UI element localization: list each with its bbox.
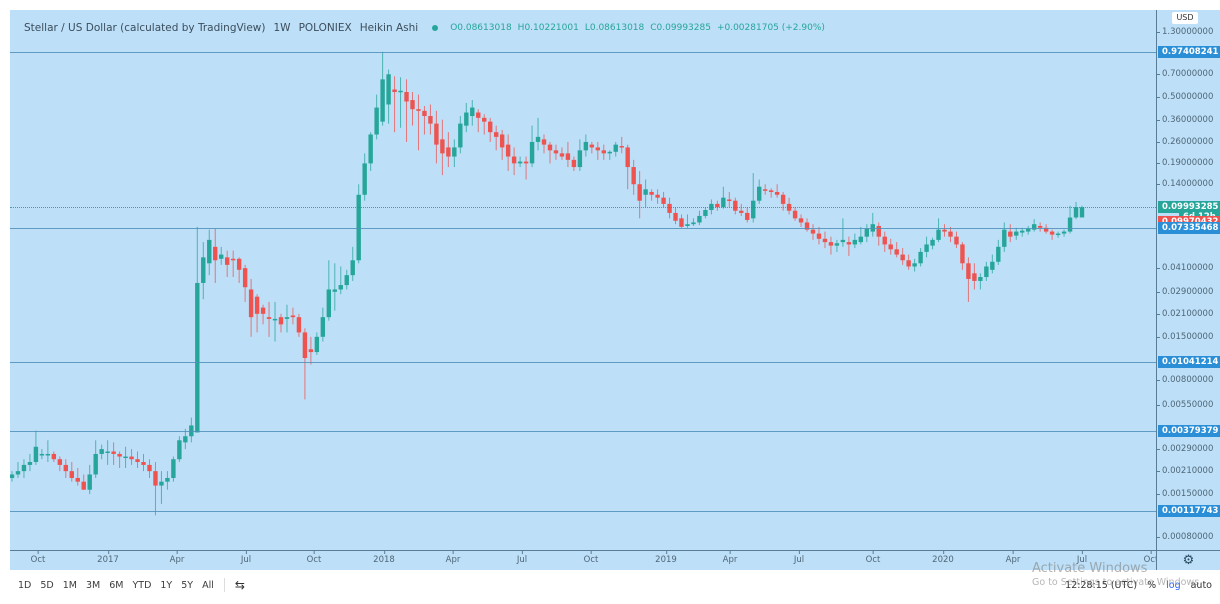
divider [223, 578, 225, 592]
price-tick: 0.19000000 [1156, 158, 1214, 169]
time-label: Oct [865, 551, 881, 565]
ohlc-values: O0.08613018 H0.10221001 L0.08613018 C0.0… [450, 23, 825, 33]
time-label: Apr [1005, 551, 1021, 565]
chart-legend: Stellar / US Dollar (calculated by Tradi… [24, 22, 825, 34]
time-label: 2018 [373, 551, 395, 565]
market-status-dot-icon [432, 25, 439, 31]
price-label: 0.09993285 [1158, 201, 1220, 214]
price-tick: 0.01500000 [1156, 331, 1214, 342]
low-value: L0.08613018 [584, 23, 645, 33]
range-5d[interactable]: 5D [40, 579, 54, 591]
time-label: Oct [30, 551, 46, 565]
price-tick: 0.02900000 [1156, 286, 1214, 297]
horizontal-line[interactable] [10, 51, 1156, 53]
price-tick: 0.00550000 [1156, 400, 1214, 411]
price-tick: 0.02100000 [1156, 308, 1214, 319]
price-label: 0.07335468 [1158, 222, 1220, 235]
time-label: Jul [240, 551, 252, 565]
price-tick: 0.70000000 [1156, 69, 1214, 80]
price-tick: 0.36000000 [1156, 114, 1214, 125]
close-value: C0.09993285 [650, 23, 711, 33]
price-tick: 0.26000000 [1156, 136, 1214, 147]
time-label: Oct [1143, 551, 1159, 565]
price-label: 0.00117743 [1158, 504, 1220, 517]
symbol-title[interactable]: Stellar / US Dollar (calculated by Tradi… [24, 22, 266, 34]
price-tick: 0.00290000 [1156, 444, 1214, 455]
time-label: 2020 [932, 551, 954, 565]
clock-time[interactable]: 12:28:15 (UTC) [1065, 579, 1138, 591]
horizontal-line[interactable] [10, 430, 1156, 432]
chart-pane[interactable]: Stellar / US Dollar (calculated by Tradi… [10, 10, 1156, 550]
price-label: 0.00379379 [1158, 424, 1220, 437]
price-tick: 0.00210000 [1156, 466, 1214, 477]
time-label: Jul [793, 551, 805, 565]
range-1m[interactable]: 1M [62, 579, 77, 591]
percent-toggle[interactable]: % [1147, 579, 1157, 591]
time-label: Apr [169, 551, 185, 565]
price-label: 0.97408241 [1158, 45, 1220, 58]
time-label: Apr [445, 551, 461, 565]
time-label: Apr [722, 551, 738, 565]
high-value: H0.10221001 [517, 23, 579, 33]
log-toggle[interactable]: log [1166, 579, 1181, 591]
range-3m[interactable]: 3M [85, 579, 101, 591]
time-label: 2019 [655, 551, 677, 565]
settings-gear-icon[interactable]: ⚙ [1156, 550, 1220, 570]
horizontal-line[interactable] [10, 207, 1156, 209]
candlestick-series [10, 51, 1085, 516]
price-axis[interactable]: USD 1.30000000 0.70000000 0.50000000 0.3600… [1156, 10, 1220, 550]
time-label: Jul [516, 551, 528, 565]
bottom-toolbar: 1D 5D 1M 3M 6M YTD 1Y 5Y All ⇆ 12:28:15 … [0, 574, 1220, 596]
range-6m[interactable]: 6M [109, 579, 124, 591]
interval[interactable]: 1W [273, 22, 291, 34]
goto-date-icon[interactable]: ⇆ [234, 578, 245, 592]
price-tick: 0.00150000 [1156, 489, 1214, 500]
horizontal-line[interactable] [10, 228, 1156, 230]
price-tick: 0.00080000 [1156, 532, 1214, 543]
currency-label[interactable]: USD [1172, 12, 1198, 24]
time-label: 2017 [97, 551, 119, 565]
price-tick: 1.30000000 [1156, 27, 1214, 37]
time-label: Oct [306, 551, 322, 565]
range-ytd[interactable]: YTD [132, 579, 152, 591]
price-tick: 0.00800000 [1156, 374, 1214, 385]
horizontal-line[interactable] [10, 361, 1156, 363]
horizontal-line[interactable] [10, 510, 1156, 512]
range-1y[interactable]: 1Y [160, 579, 173, 591]
price-tick: 0.04100000 [1156, 263, 1214, 274]
chart-type: Heikin Ashi [359, 22, 419, 34]
range-all[interactable]: All [202, 579, 214, 591]
time-axis[interactable]: Oct 2017 Apr Jul Oct 2018 Apr Jul Oct 2019 Apr Jul O… [10, 550, 1159, 570]
price-tick: 0.50000000 [1156, 92, 1214, 103]
auto-toggle[interactable]: auto [1190, 579, 1212, 591]
price-tick: 0.14000000 [1156, 179, 1214, 190]
open-value: O0.08613018 [450, 23, 512, 33]
exchange: POLONIEX [298, 22, 352, 34]
time-label: Jul [1076, 551, 1088, 565]
change-value: +0.00281705 (+2.90%) [716, 23, 825, 33]
range-5y[interactable]: 5Y [181, 579, 194, 591]
time-label: Oct [583, 551, 599, 565]
price-label: 0.01041214 [1158, 355, 1220, 368]
range-1d[interactable]: 1D [18, 579, 32, 591]
